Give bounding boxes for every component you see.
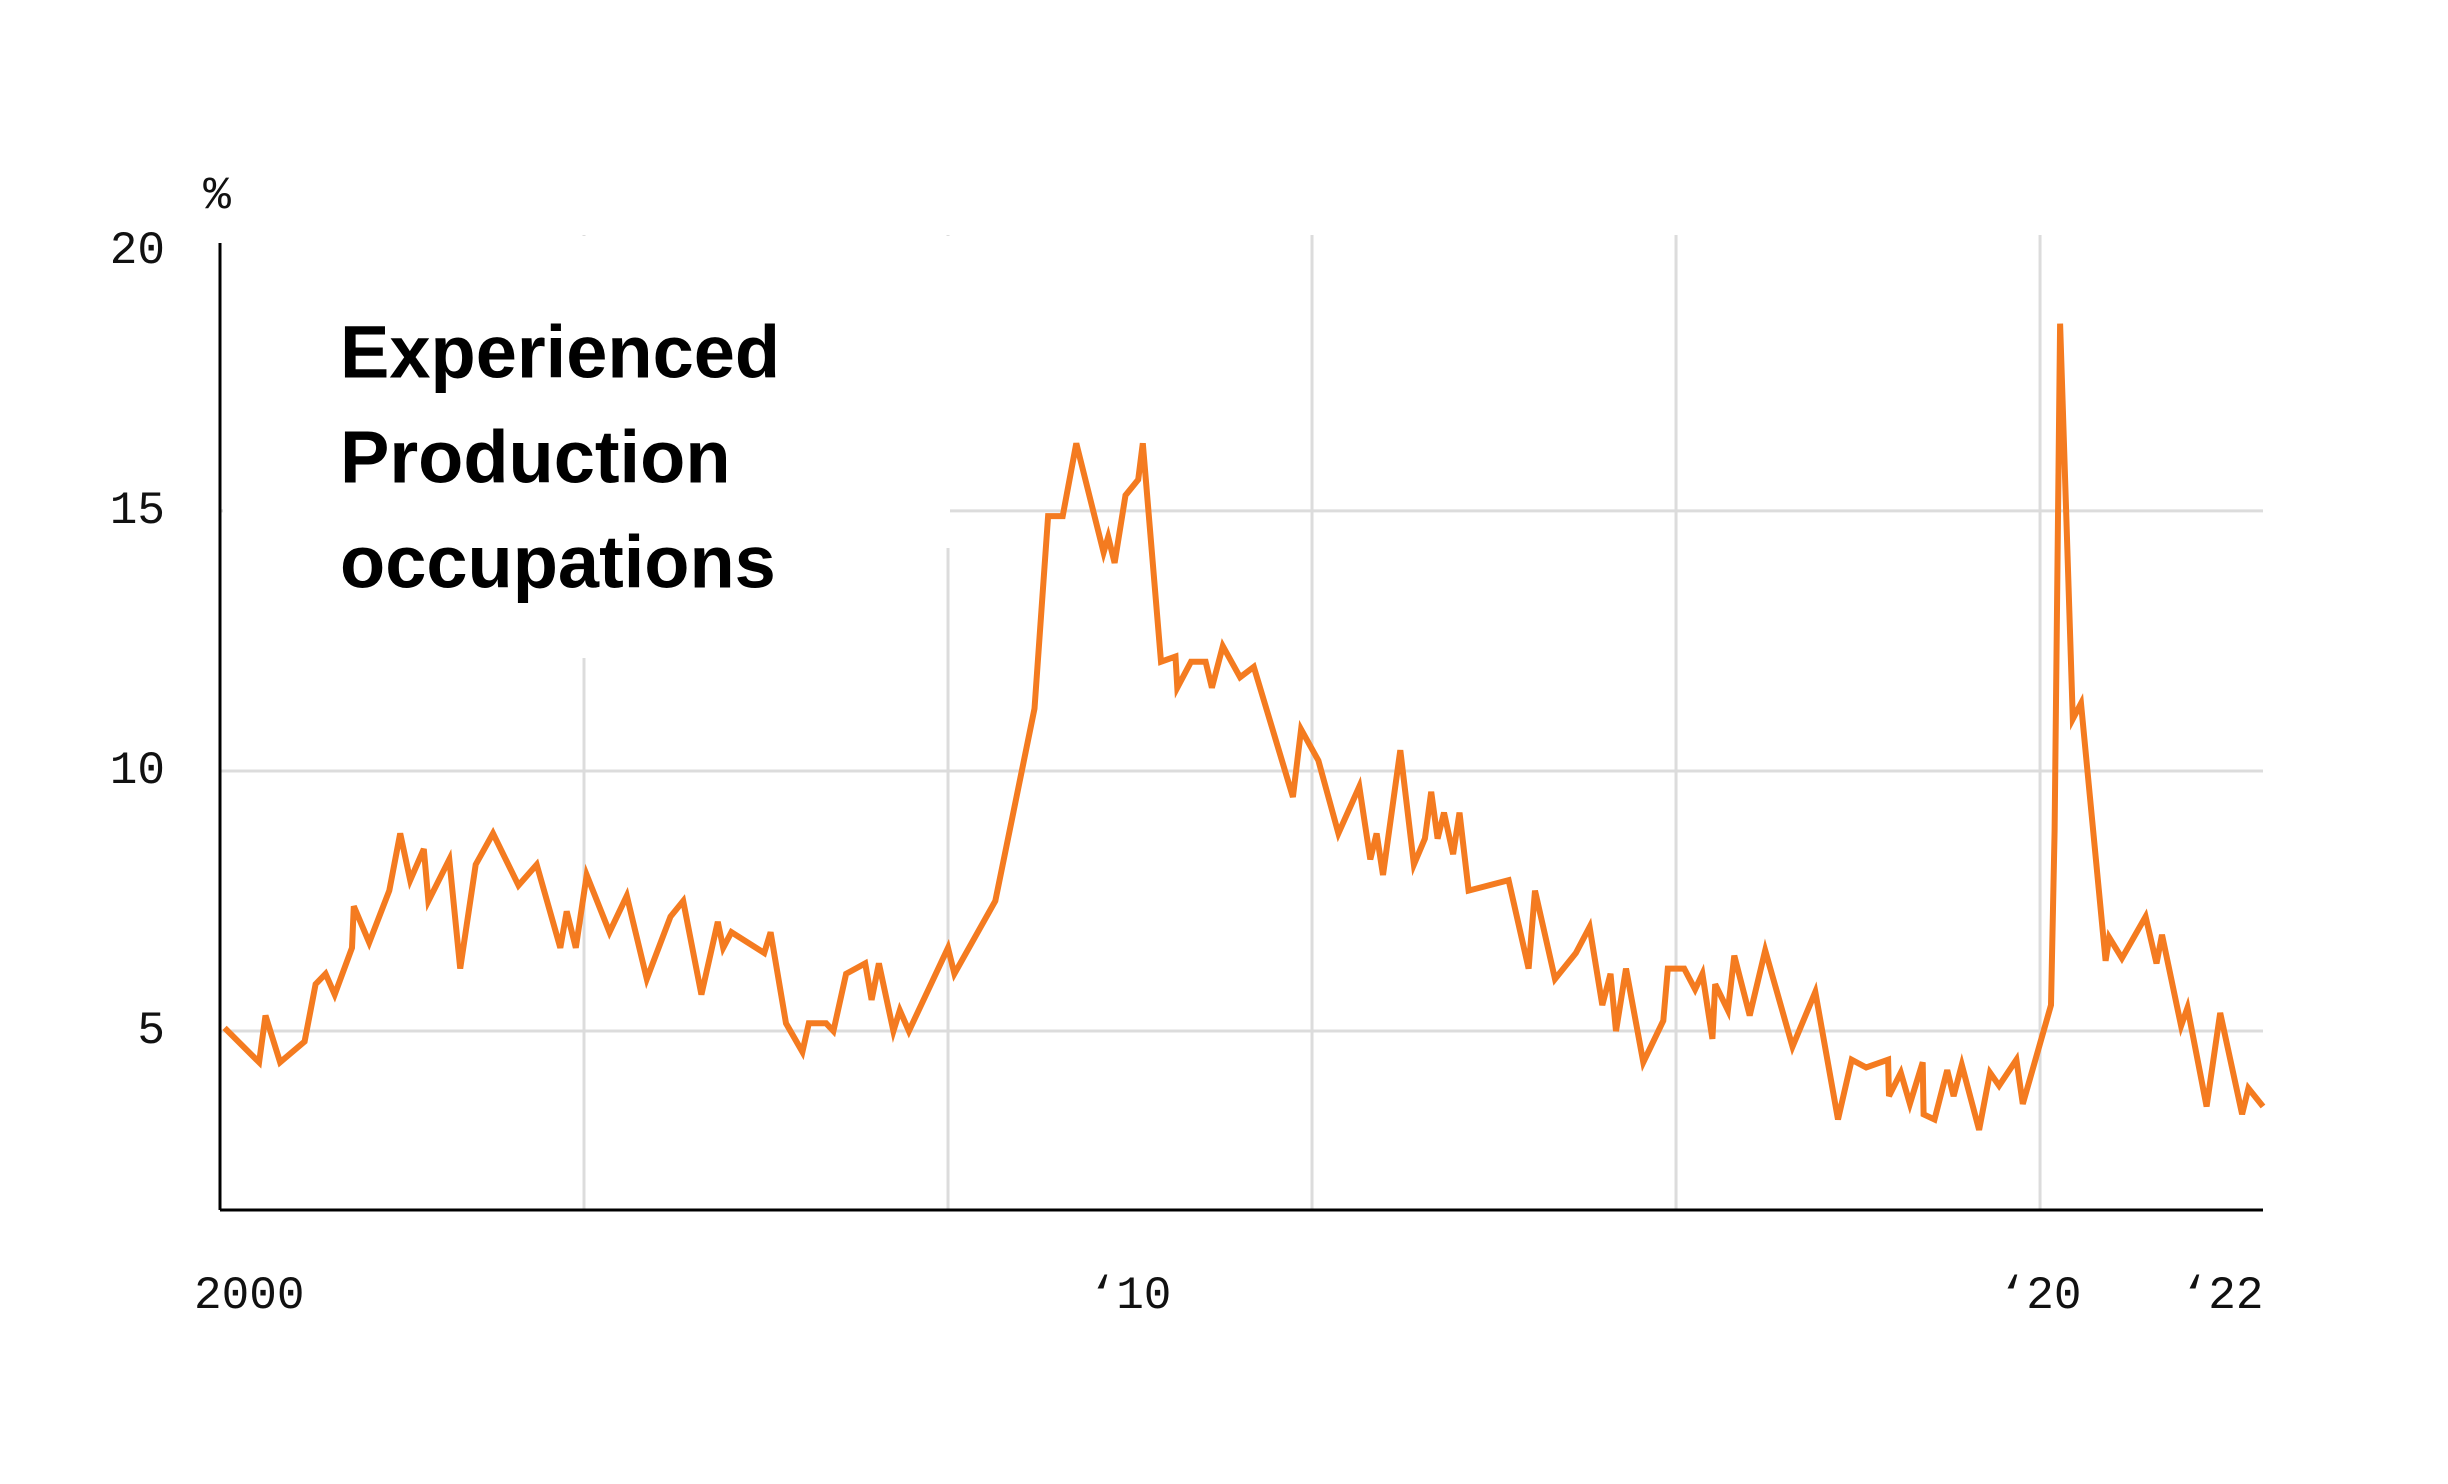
title-backdrop [223,236,883,658]
chart-title: Production [340,416,731,499]
y-tick-label: 20 [110,225,165,277]
x-tick-label: ‘22 [2181,1270,2264,1322]
x-tick-label: ‘10 [1089,1270,1172,1322]
chart-title: Experienced [340,311,780,394]
chart-title: occupations [340,521,776,604]
y-axis-label: % [203,170,231,222]
x-tick-label: ‘20 [1999,1270,2082,1322]
line [222,323,2266,1131]
y-tick-label: 5 [137,1005,165,1057]
y-tick-label: 15 [110,485,165,537]
x-tick-label: 2000 [194,1270,304,1322]
y-tick-label: 10 [110,745,165,797]
